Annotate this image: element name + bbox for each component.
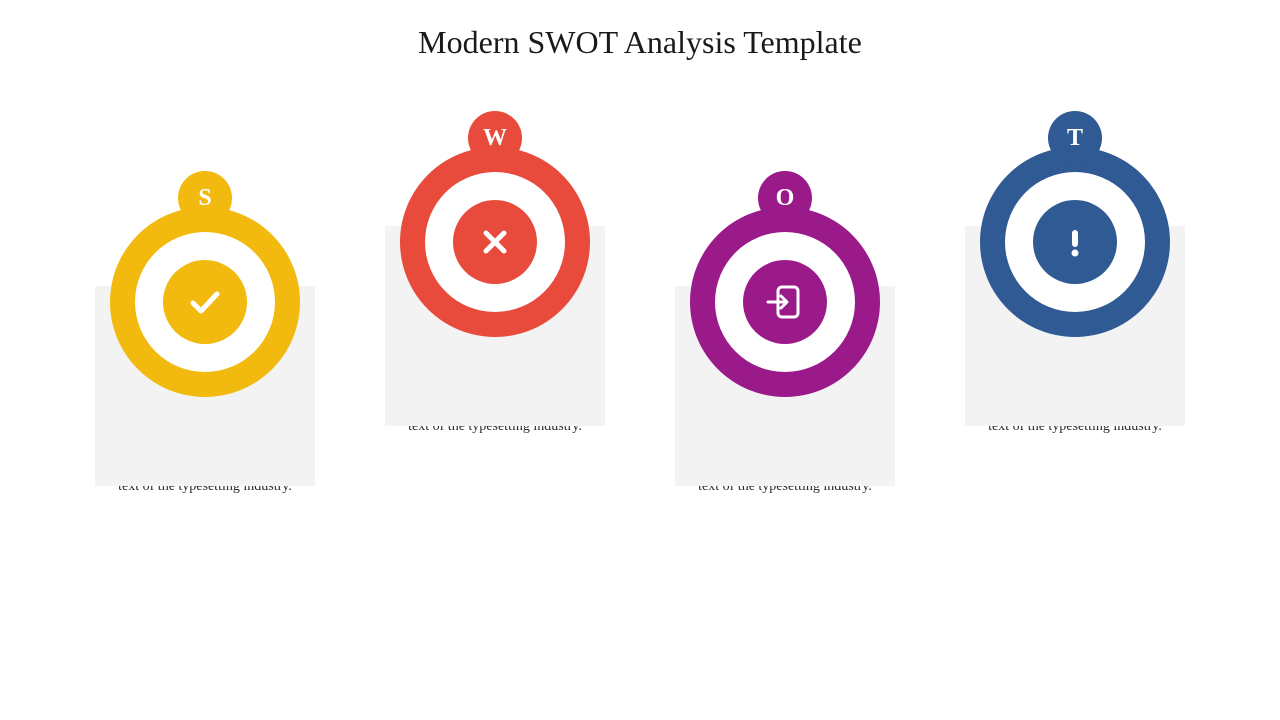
swot-item-threats: T Threats Lorem ipsum is simply dummy te… <box>950 111 1200 498</box>
swot-item-weakness: W Weakness Lorem ipsum is simply dummy t… <box>370 111 620 498</box>
letter-badge-t: T <box>1048 111 1102 165</box>
swot-item-strengths: S Strengths Lorem ipsum is simply dummy … <box>80 171 330 498</box>
outer-ring <box>690 207 880 397</box>
check-icon <box>163 260 247 344</box>
white-ring <box>1005 172 1145 312</box>
white-ring <box>135 232 275 372</box>
outer-ring <box>980 147 1170 337</box>
ring-group: T <box>980 111 1170 337</box>
ring-group: W <box>400 111 590 337</box>
white-ring <box>425 172 565 312</box>
outer-ring <box>400 147 590 337</box>
cross-icon <box>453 200 537 284</box>
swot-item-opportunity: O Opportunity Lorem ipsum is simply dumm… <box>660 171 910 498</box>
swot-row: S Strengths Lorem ipsum is simply dummy … <box>0 111 1280 498</box>
enter-icon <box>743 260 827 344</box>
letter-badge-w: W <box>468 111 522 165</box>
letter-badge-s: S <box>178 171 232 225</box>
white-ring <box>715 232 855 372</box>
ring-group: S <box>110 171 300 397</box>
letter-badge-o: O <box>758 171 812 225</box>
ring-group: O <box>690 171 880 397</box>
exclaim-icon <box>1033 200 1117 284</box>
outer-ring <box>110 207 300 397</box>
page-title: Modern SWOT Analysis Template <box>0 0 1280 111</box>
